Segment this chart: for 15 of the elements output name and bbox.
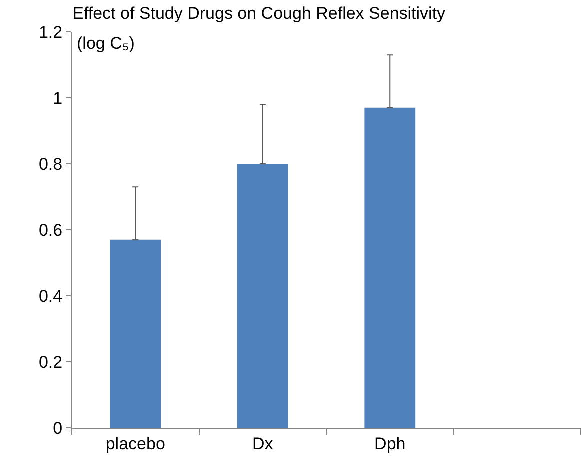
- bar: [364, 108, 416, 428]
- y-axis-title: (log C₅): [77, 34, 135, 53]
- y-tick-label: 0.4: [38, 286, 63, 306]
- bar: [237, 164, 288, 428]
- y-tick-label: 1.2: [38, 22, 63, 42]
- y-tick-label: 0.8: [38, 154, 63, 174]
- y-tick-label: 0: [53, 418, 63, 438]
- y-tick-label: 0.2: [38, 352, 63, 372]
- y-tick-label: 0.6: [38, 220, 63, 240]
- x-tick-label: Dph: [374, 434, 406, 454]
- x-tick-label: placebo: [106, 434, 166, 454]
- chart-title: Effect of Study Drugs on Cough Reflex Sensitivity: [72, 4, 446, 23]
- y-tick-label: 1: [53, 88, 63, 108]
- x-tick-label: Dx: [252, 434, 274, 454]
- bar: [110, 240, 162, 428]
